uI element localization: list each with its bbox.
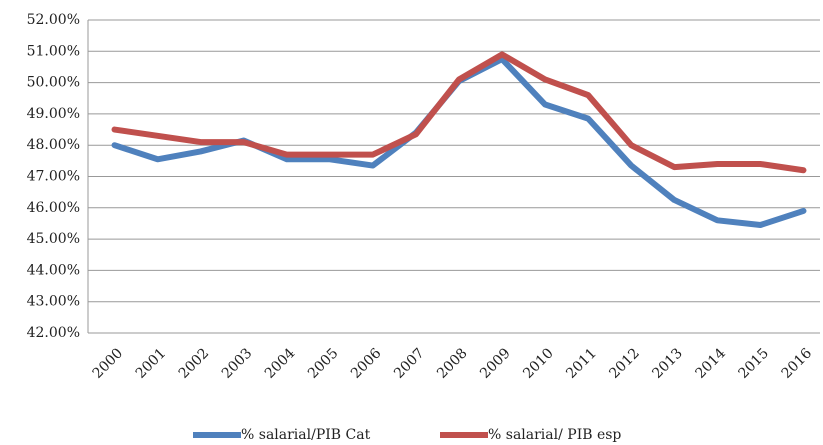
y-tick-label: 42.00%: [27, 325, 80, 341]
legend-label: % salarial/PIB Cat: [241, 427, 371, 443]
x-tick-label: 2009: [477, 345, 514, 382]
x-tick-label: 2013: [649, 345, 686, 382]
x-tick-label: 2005: [305, 345, 342, 382]
x-tick-label: 2003: [219, 345, 256, 382]
y-tick-label: 48.00%: [27, 137, 80, 153]
y-tick-label: 46.00%: [27, 200, 80, 216]
legend-label: % salarial/ PIB esp: [488, 427, 621, 443]
x-tick-label: 2012: [606, 345, 643, 382]
x-tick-label: 2004: [262, 345, 299, 382]
x-tick-label: 2007: [391, 345, 428, 382]
y-tick-label: 44.00%: [27, 262, 80, 278]
y-tick-label: 50.00%: [27, 75, 80, 91]
line-series: [111, 51, 807, 174]
x-tick-label: 2000: [90, 345, 127, 382]
x-tick-label: 2006: [348, 345, 385, 382]
x-tick-label: 2001: [133, 345, 170, 382]
y-tick-label: 43.00%: [27, 294, 80, 310]
x-tick-label: 2011: [563, 345, 600, 382]
x-tick-label: 2008: [434, 345, 471, 382]
y-tick-label: 45.00%: [27, 231, 80, 247]
y-tick-label: 47.00%: [27, 169, 80, 185]
x-tick-label: 2014: [692, 345, 729, 382]
y-tick-label: 51.00%: [27, 43, 80, 59]
y-tick-label: 49.00%: [27, 106, 80, 122]
x-tick-label: 2015: [736, 345, 773, 382]
y-tick-label: 52.00%: [27, 12, 80, 28]
x-tick-label: 2002: [176, 345, 213, 382]
x-tick-label: 2010: [520, 345, 557, 382]
x-tick-label: 2016: [779, 345, 816, 382]
